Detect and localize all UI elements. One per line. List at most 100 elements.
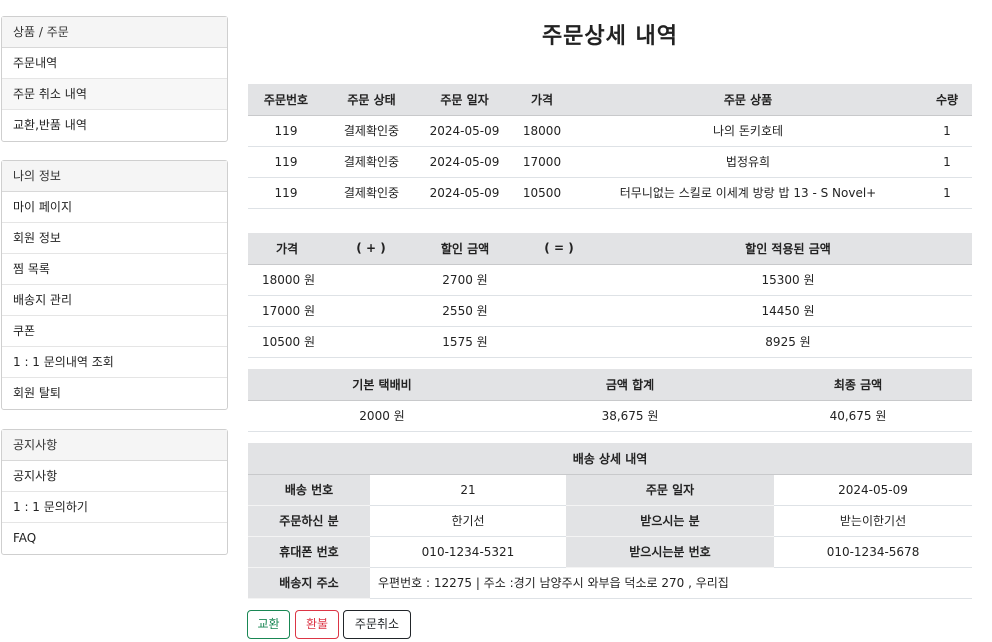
- equals-spacer: [514, 295, 604, 327]
- address-label: 배송지 주소: [248, 567, 370, 599]
- equals-spacer: [514, 326, 604, 358]
- orderer-label: 주문하신 분: [248, 505, 370, 537]
- plus-spacer: [326, 264, 416, 296]
- discounted-amount: 8925 원: [604, 326, 972, 358]
- order-date: 2024-05-09: [419, 177, 510, 209]
- delivery-number: 21: [370, 474, 566, 506]
- discount-amount: 2700 원: [416, 264, 514, 296]
- order-quantity: 1: [922, 177, 972, 209]
- orderer-name: 한기선: [370, 505, 566, 537]
- order-date: 2024-05-09: [774, 474, 973, 506]
- order-quantity: 1: [922, 115, 972, 147]
- sidebar-item-exchange-return[interactable]: 교환,반품 내역: [13, 118, 87, 132]
- shipping-section-title: 배송 상세 내역: [248, 443, 973, 475]
- payment-summary-table: 기본 택배비 금액 합계 최종 금액 2000 원 38,675 원 40,67…: [248, 369, 972, 432]
- column-header: 주문 상품: [574, 84, 922, 116]
- order-status: 결제확인중: [324, 115, 419, 147]
- table-header-row: 주문번호 주문 상태 주문 일자 가격 주문 상품 수량: [248, 84, 972, 116]
- order-product: 법정유희: [574, 146, 922, 178]
- table-row: 배송지 주소 우편번호 : 12275 | 주소 :경기 남양주시 와부읍 덕소…: [248, 567, 973, 599]
- sidebar-item-notice[interactable]: 공지사항: [2, 461, 227, 492]
- sidebar-item-faq[interactable]: FAQ: [13, 531, 37, 545]
- sidebar-group-orders: 상품 / 주문 주문내역 주문 취소 내역 교환,반품 내역: [1, 16, 228, 142]
- discount-amount: 2550 원: [416, 295, 514, 327]
- table-row: 배송 번호 21 주문 일자 2024-05-09: [248, 474, 973, 506]
- discounted-amount: 15300 원: [604, 264, 972, 296]
- sidebar-item-inquiry-history[interactable]: 1 : 1 문의내역 조회: [2, 347, 227, 378]
- order-status: 결제확인중: [324, 177, 419, 209]
- shipping-detail-table: 배송 상세 내역 배송 번호 21 주문 일자 2024-05-09 주문하신 …: [248, 443, 973, 599]
- column-header: 할인 적용된 금액: [604, 233, 972, 265]
- shipping-fee: 2000 원: [248, 400, 516, 432]
- table-header-row: 가격 ( + ) 할인 금액 ( = ) 할인 적용된 금액: [248, 233, 972, 265]
- column-header: ( = ): [514, 233, 604, 265]
- column-header: 가격: [510, 84, 574, 116]
- order-date: 2024-05-09: [419, 115, 510, 147]
- column-header: 가격: [248, 233, 326, 265]
- refund-button[interactable]: 환불: [295, 610, 339, 639]
- receiver-name: 받는이한기선: [774, 505, 973, 537]
- phone-number: 010-1234-5321: [370, 536, 566, 568]
- sidebar-item-cancel-history[interactable]: 주문 취소 내역: [2, 79, 227, 110]
- table-row: 119 결제확인중 2024-05-09 10500 터무니없는 스킬로 이세계…: [248, 177, 972, 209]
- sidebar-item-my-page[interactable]: 마이 페이지: [2, 192, 227, 223]
- item-price: 18000 원: [248, 264, 326, 296]
- table-row: 119 결제확인중 2024-05-09 18000 나의 돈키호테 1: [248, 115, 972, 147]
- column-header: 최종 금액: [744, 369, 972, 401]
- column-header: ( + ): [326, 233, 416, 265]
- table-row: 17000 원 2550 원 14450 원: [248, 295, 972, 327]
- column-header: 주문 상태: [324, 84, 419, 116]
- subtotal: 38,675 원: [516, 400, 744, 432]
- delivery-number-label: 배송 번호: [248, 474, 370, 506]
- exchange-button[interactable]: 교환: [247, 610, 290, 639]
- order-price: 17000: [510, 146, 574, 178]
- table-row: 주문하신 분 한기선 받으시는 분 받는이한기선: [248, 505, 973, 537]
- table-row: 휴대폰 번호 010-1234-5321 받으시는분 번호 010-1234-5…: [248, 536, 973, 568]
- sidebar-item-member-info[interactable]: 회원 정보: [2, 223, 227, 254]
- sidebar-group-notice: 공지사항 공지사항 1 : 1 문의하기 FAQ: [1, 429, 228, 555]
- phone-label: 휴대폰 번호: [248, 536, 370, 568]
- order-quantity: 1: [922, 146, 972, 178]
- table-row: 10500 원 1575 원 8925 원: [248, 326, 972, 358]
- receiver-phone-label: 받으시는분 번호: [566, 536, 774, 568]
- column-header: 할인 금액: [416, 233, 514, 265]
- receiver-phone-number: 010-1234-5678: [774, 536, 973, 568]
- discount-table: 가격 ( + ) 할인 금액 ( = ) 할인 적용된 금액 18000 원 2…: [248, 233, 972, 358]
- order-date: 2024-05-09: [419, 146, 510, 178]
- sidebar-item-wishlist[interactable]: 찜 목록: [2, 254, 227, 285]
- order-date-label: 주문 일자: [566, 474, 774, 506]
- equals-spacer: [514, 264, 604, 296]
- sidebar-item-inquiry[interactable]: 1 : 1 문의하기: [2, 492, 227, 523]
- table-row: 18000 원 2700 원 15300 원: [248, 264, 972, 296]
- item-price: 10500 원: [248, 326, 326, 358]
- sidebar-group-my-info: 나의 정보 마이 페이지 회원 정보 찜 목록 배송지 관리 쿠폰 1 : 1 …: [1, 160, 228, 410]
- cancel-order-button[interactable]: 주문취소: [343, 610, 411, 639]
- order-product: 나의 돈키호테: [574, 115, 922, 147]
- order-items-table: 주문번호 주문 상태 주문 일자 가격 주문 상품 수량 119 결제확인중 2…: [248, 84, 972, 209]
- final-amount: 40,675 원: [744, 400, 972, 432]
- sidebar-group-title: 나의 정보: [2, 161, 227, 192]
- table-header-row: 배송 상세 내역: [248, 443, 973, 475]
- sidebar-item-withdraw[interactable]: 회원 탈퇴: [13, 386, 61, 400]
- table-row: 119 결제확인중 2024-05-09 17000 법정유희 1: [248, 146, 972, 178]
- order-product: 터무니없는 스킬로 이세계 방랑 밥 13 - S Novel+: [574, 177, 922, 209]
- receiver-label: 받으시는 분: [566, 505, 774, 537]
- order-price: 10500: [510, 177, 574, 209]
- sidebar-item-order-history[interactable]: 주문내역: [2, 48, 227, 79]
- table-row: 2000 원 38,675 원 40,675 원: [248, 400, 972, 432]
- item-price: 17000 원: [248, 295, 326, 327]
- page-title: 주문상세 내역: [541, 24, 679, 49]
- sidebar-item-address-book[interactable]: 배송지 관리: [2, 285, 227, 316]
- plus-spacer: [326, 295, 416, 327]
- order-number: 119: [248, 115, 324, 147]
- column-header: 기본 택배비: [248, 369, 516, 401]
- table-header-row: 기본 택배비 금액 합계 최종 금액: [248, 369, 972, 401]
- discount-amount: 1575 원: [416, 326, 514, 358]
- order-status: 결제확인중: [324, 146, 419, 178]
- column-header: 수량: [922, 84, 972, 116]
- column-header: 금액 합계: [516, 369, 744, 401]
- sidebar-item-coupon[interactable]: 쿠폰: [2, 316, 227, 347]
- discounted-amount: 14450 원: [604, 295, 972, 327]
- plus-spacer: [326, 326, 416, 358]
- shipping-address: 우편번호 : 12275 | 주소 :경기 남양주시 와부읍 덕소로 270 ,…: [370, 567, 973, 599]
